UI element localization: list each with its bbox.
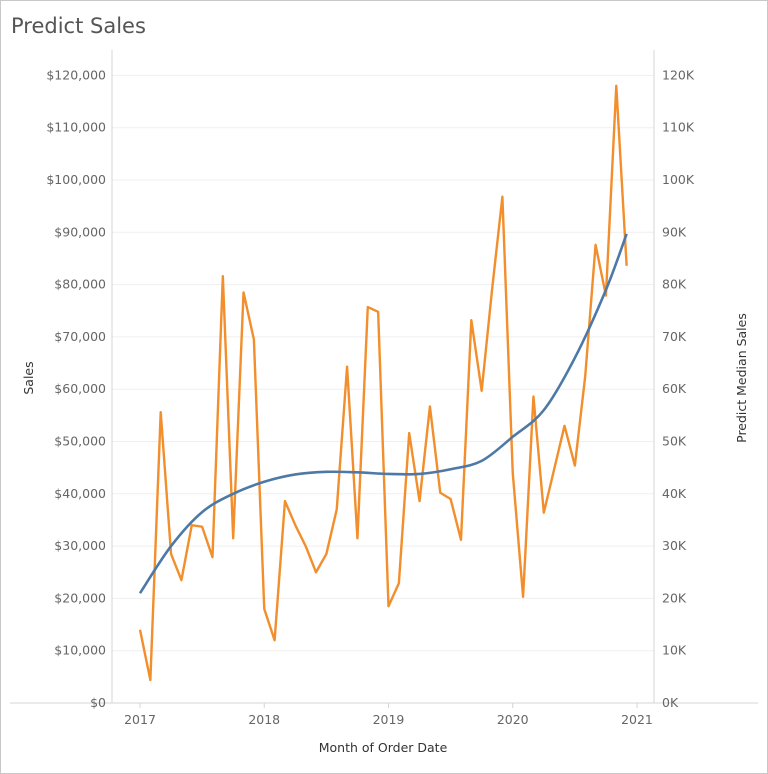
sales-line[interactable] bbox=[138, 84, 628, 682]
y-tick-label: $70,000 bbox=[54, 329, 106, 344]
y2-tick-label: 120K bbox=[662, 67, 695, 82]
y2-tick-label: 10K bbox=[662, 643, 687, 658]
y-tick-label: $80,000 bbox=[54, 277, 106, 292]
y-axis-label: Sales bbox=[21, 361, 36, 394]
y-tick-label: $110,000 bbox=[46, 120, 106, 135]
y-tick-label: $120,000 bbox=[46, 67, 106, 82]
series-group bbox=[138, 84, 628, 682]
right-axis-ticks: 0K 10K 20K 30K 40K 50K 60K 70K 80K 90K 100K 110K 120… bbox=[662, 67, 695, 710]
x-tick-label: 2018 bbox=[248, 712, 280, 727]
y-tick-label: $0 bbox=[90, 695, 106, 710]
y-tick-label: $100,000 bbox=[46, 172, 106, 187]
y-tick-label: $50,000 bbox=[54, 434, 106, 449]
x-axis-ticks: 2017 2018 2019 2020 2021 bbox=[124, 703, 653, 727]
y-tick-label: $30,000 bbox=[54, 538, 106, 553]
y-tick-label: $60,000 bbox=[54, 381, 106, 396]
y2-tick-label: 40K bbox=[662, 486, 687, 501]
y2-tick-label: 80K bbox=[662, 277, 687, 292]
y-tick-label: $20,000 bbox=[54, 590, 106, 605]
chart-title: Predict Sales bbox=[11, 14, 146, 38]
x-tick-label: 2020 bbox=[497, 712, 529, 727]
y2-tick-label: 50K bbox=[662, 434, 687, 449]
y2-tick-label: 70K bbox=[662, 329, 687, 344]
x-tick-label: 2021 bbox=[621, 712, 653, 727]
y2-tick-label: 110K bbox=[662, 120, 695, 135]
x-tick-label: 2019 bbox=[373, 712, 405, 727]
gridlines bbox=[112, 74, 654, 652]
y2-tick-label: 100K bbox=[662, 172, 695, 187]
left-axis-ticks: $0 $10,000 $20,000 $30,000 $40,000 $50,000 $60… bbox=[46, 67, 106, 710]
y-tick-label: $10,000 bbox=[54, 643, 106, 658]
y2-tick-label: 20K bbox=[662, 590, 687, 605]
y2-tick-label: 30K bbox=[662, 538, 687, 553]
y2-tick-label: 60K bbox=[662, 381, 687, 396]
y2-tick-label: 90K bbox=[662, 224, 687, 239]
predict-median-line[interactable] bbox=[138, 233, 628, 594]
x-axis-label: Month of Order Date bbox=[319, 740, 448, 755]
x-tick-label: 2017 bbox=[124, 712, 156, 727]
y2-axis-label: Predict Median Sales bbox=[734, 313, 749, 443]
y-tick-label: $40,000 bbox=[54, 486, 106, 501]
y-tick-label: $90,000 bbox=[54, 224, 106, 239]
y2-tick-label: 0K bbox=[662, 695, 679, 710]
